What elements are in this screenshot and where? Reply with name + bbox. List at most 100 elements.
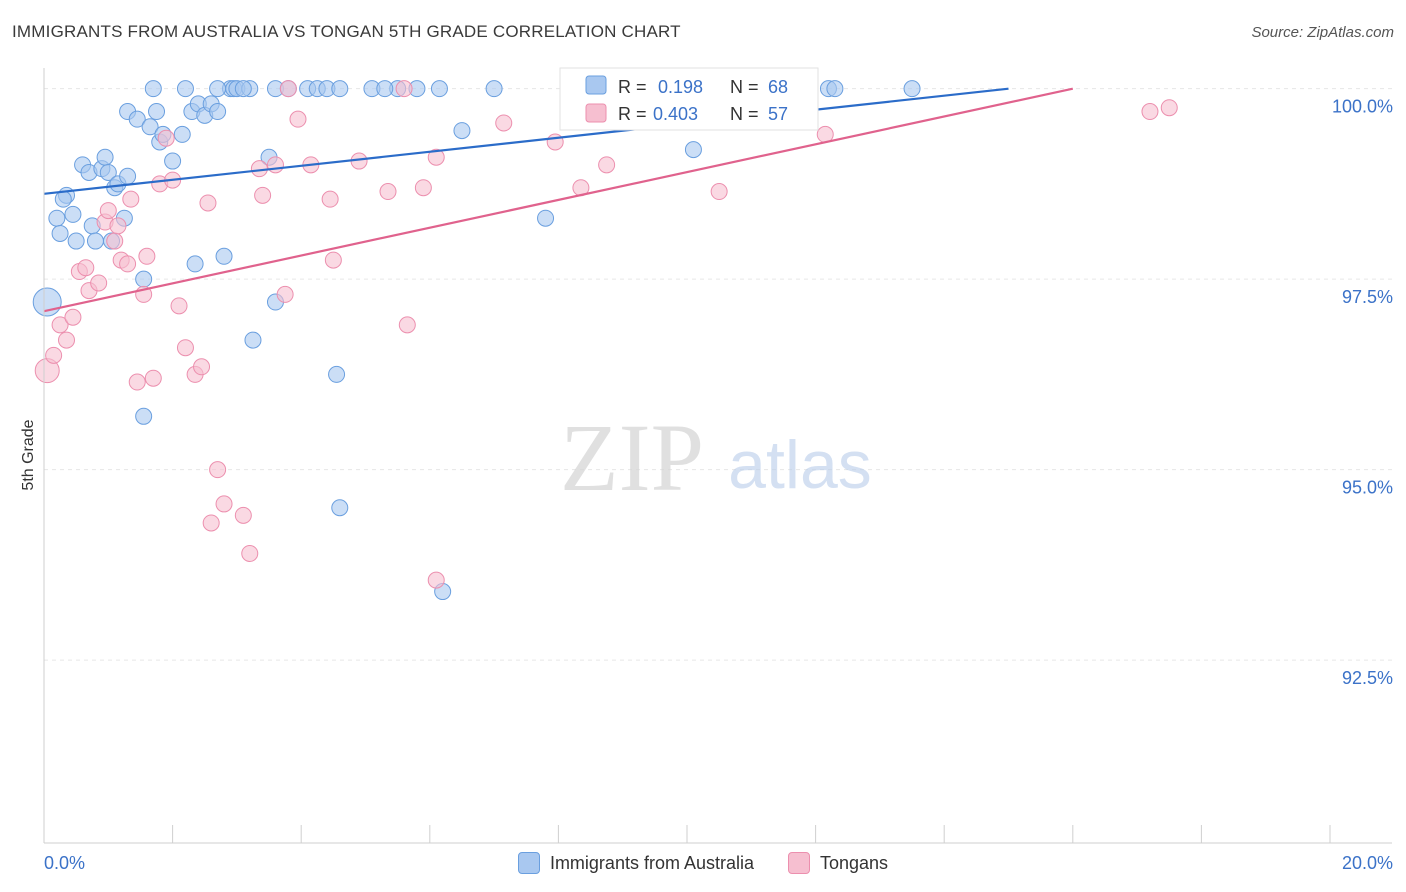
data-point-australia	[32, 287, 62, 317]
legend-item-tongans: Tongans	[788, 852, 888, 874]
data-point-tongans	[128, 373, 146, 391]
data-point-tongans	[176, 339, 194, 357]
legend-n-label: N =	[730, 104, 759, 124]
data-point-australia	[826, 80, 844, 98]
data-point-australia	[376, 80, 394, 98]
data-point-australia	[176, 80, 194, 98]
series-legend: Immigrants from Australia Tongans	[0, 852, 1406, 874]
data-point-australia	[209, 103, 227, 121]
data-point-tongans	[254, 186, 272, 204]
data-point-tongans	[279, 80, 297, 98]
data-point-tongans	[398, 316, 416, 334]
data-point-australia	[684, 141, 702, 159]
data-point-australia	[144, 80, 162, 98]
x-tick-label: 20.0%	[1342, 853, 1393, 873]
legend-swatch-pink	[788, 852, 810, 874]
legend-r-value: 0.198	[658, 77, 703, 97]
data-point-tongans	[58, 331, 76, 349]
data-point-tongans	[266, 156, 284, 174]
data-point-tongans	[324, 251, 342, 269]
data-point-tongans	[710, 183, 728, 201]
data-point-australia	[148, 103, 166, 121]
data-point-australia	[453, 122, 471, 140]
axis-layer: 92.5% 95.0% 97.5% 100.0% 0.0% 20.0%	[43, 68, 1393, 873]
data-point-australia	[328, 365, 346, 383]
data-point-australia	[209, 80, 227, 98]
trend-line-tongans	[43, 87, 1074, 313]
data-point-tongans	[209, 461, 227, 479]
data-point-australia	[331, 499, 349, 517]
data-point-australia	[86, 232, 104, 250]
trend-layer	[43, 87, 1074, 313]
data-point-australia	[164, 152, 182, 170]
legend-swatch-blue	[585, 75, 607, 95]
data-point-australia	[430, 80, 448, 98]
data-point-tongans	[119, 255, 137, 273]
data-point-tongans	[77, 259, 95, 277]
data-point-tongans	[598, 156, 616, 174]
data-point-australia	[485, 80, 503, 98]
legend-label-tongans: Tongans	[820, 852, 889, 873]
correlation-legend: R = 0.198 N = 68 R = 0.403 N = 57	[559, 67, 819, 131]
points-layer	[32, 80, 1178, 601]
data-point-tongans	[157, 129, 175, 147]
data-point-tongans	[395, 80, 413, 98]
data-point-australia	[215, 247, 233, 265]
data-point-tongans	[414, 179, 432, 197]
data-point-australia	[135, 407, 153, 425]
data-point-australia	[331, 80, 349, 98]
data-point-tongans	[234, 506, 252, 524]
watermark-zip: ZIP	[560, 404, 704, 511]
data-point-australia	[119, 167, 137, 185]
data-point-tongans	[427, 571, 445, 589]
data-point-tongans	[202, 514, 220, 532]
data-point-tongans	[495, 114, 513, 132]
data-point-tongans	[241, 544, 259, 562]
legend-r-label: R =	[618, 77, 647, 97]
y-axis-label: 5th Grade	[20, 419, 37, 490]
data-point-australia	[537, 209, 555, 227]
data-point-australia	[903, 80, 921, 98]
y-tick-label: 97.5%	[1342, 287, 1393, 307]
data-point-tongans	[193, 358, 211, 376]
x-tick-label: 0.0%	[44, 853, 85, 873]
data-point-tongans	[45, 346, 63, 364]
data-point-australia	[128, 110, 146, 128]
data-point-tongans	[109, 217, 127, 235]
data-point-australia	[173, 125, 191, 143]
data-point-australia	[135, 270, 153, 288]
y-tick-label: 100.0%	[1332, 97, 1393, 117]
legend-swatch-blue	[517, 852, 540, 874]
data-point-australia	[99, 163, 117, 181]
data-point-australia	[186, 255, 204, 273]
data-point-tongans	[138, 247, 156, 265]
data-point-tongans	[170, 297, 188, 315]
legend-r-value: 0.403	[653, 104, 698, 124]
data-point-tongans	[144, 369, 162, 387]
trend-line-australia	[43, 87, 1009, 195]
legend-n-value: 68	[768, 77, 788, 97]
data-point-tongans	[106, 232, 124, 250]
data-point-tongans	[276, 285, 294, 303]
data-point-tongans	[90, 274, 108, 292]
data-point-tongans	[122, 190, 140, 208]
chart-source: Source: ZipAtlas.com	[1251, 24, 1394, 41]
legend-item-australia: Immigrants from Australia	[517, 852, 754, 874]
grid-layer	[44, 88, 1392, 661]
data-point-tongans	[1160, 99, 1178, 117]
legend-n-label: N =	[730, 77, 759, 97]
data-point-tongans	[321, 190, 339, 208]
legend-swatch-pink	[585, 103, 607, 123]
data-point-tongans	[99, 202, 117, 220]
data-point-tongans	[64, 308, 82, 326]
data-point-tongans	[289, 110, 307, 128]
data-point-tongans	[51, 316, 69, 334]
watermark: ZIP atlas	[560, 404, 872, 511]
data-point-australia	[51, 224, 69, 242]
data-point-australia	[141, 118, 159, 136]
data-point-tongans	[427, 148, 445, 166]
data-point-australia	[234, 80, 252, 98]
y-tick-label: 95.0%	[1342, 478, 1393, 498]
data-point-australia	[48, 209, 66, 227]
